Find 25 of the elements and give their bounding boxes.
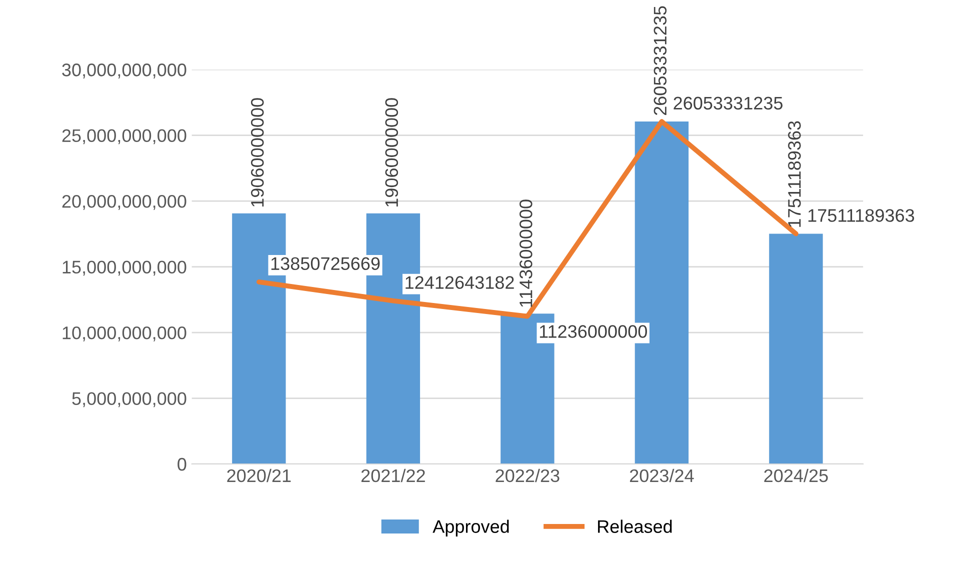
x-tick-label: 2024/25 bbox=[764, 468, 828, 482]
x-tick-label: 2021/22 bbox=[361, 468, 425, 482]
y-tick-label: 25,000,000,000 bbox=[62, 129, 186, 144]
data-label: 26053331235 bbox=[674, 96, 783, 110]
data-label: 12412643182 bbox=[406, 276, 514, 289]
x-tick-label: 2020/21 bbox=[227, 468, 291, 482]
y-tick-label: 15,000,000,000 bbox=[62, 260, 186, 276]
data-label: 11436000000 bbox=[520, 200, 532, 307]
y-tick-label: 10,000,000,000 bbox=[62, 326, 186, 342]
data-label: 13850725669 bbox=[271, 257, 380, 270]
data-label: 17511189363 bbox=[788, 121, 801, 227]
y-tick-label: 0 bbox=[178, 458, 186, 471]
data-label: 11236000000 bbox=[540, 325, 647, 338]
data-label: 19060000000 bbox=[385, 98, 398, 206]
x-tick-label: 2023/24 bbox=[630, 468, 694, 482]
bar bbox=[769, 234, 823, 464]
x-tick-label: 2022/23 bbox=[496, 468, 560, 482]
y-tick-label: 5,000,000,000 bbox=[72, 392, 186, 408]
y-tick-label: 20,000,000,000 bbox=[62, 195, 186, 210]
data-label: 17511189363 bbox=[808, 209, 914, 222]
data-label: 19060000000 bbox=[250, 98, 264, 206]
data-label: 26053331235 bbox=[654, 6, 667, 116]
legend-label: Approved bbox=[432, 520, 509, 537]
legend-label: Released bbox=[598, 520, 672, 533]
y-tick-label: 30,000,000,000 bbox=[62, 64, 186, 78]
